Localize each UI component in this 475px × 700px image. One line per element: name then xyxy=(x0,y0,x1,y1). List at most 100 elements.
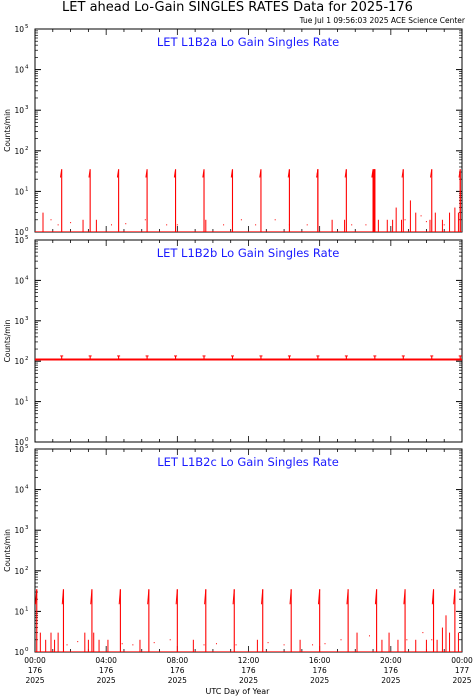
y-tick-label: 10 xyxy=(14,357,24,366)
data-point xyxy=(153,642,155,644)
x-tick-doy: 176 xyxy=(241,666,256,675)
data-series xyxy=(35,589,462,652)
y-tick-exponent: 0 xyxy=(25,227,29,233)
data-spike-decay xyxy=(344,169,347,178)
data-point xyxy=(111,224,113,226)
y-tick-exponent: 3 xyxy=(25,316,29,322)
x-tick-doy: 176 xyxy=(99,666,114,675)
x-tick-time: 20:00 xyxy=(380,656,402,665)
data-spike-decay xyxy=(230,169,233,178)
data-spike-decay xyxy=(453,589,456,605)
data-point xyxy=(144,219,146,221)
y-tick-exponent: 4 xyxy=(25,275,29,281)
y-tick-label: 10 xyxy=(14,106,24,115)
y-tick-label: 10 xyxy=(14,317,24,326)
x-tick-time: 04:00 xyxy=(95,656,117,665)
data-point xyxy=(274,219,276,221)
y-tick-label: 10 xyxy=(14,486,24,495)
x-tick-year: 2025 xyxy=(168,676,187,685)
plot-frame xyxy=(34,28,463,233)
data-spike-decay xyxy=(401,169,404,178)
panel-title: LET L1B2b Lo Gain Singles Rate xyxy=(157,246,340,260)
y-tick-label: 10 xyxy=(14,228,24,237)
y-tick-label: 10 xyxy=(14,438,24,447)
data-spike-decay xyxy=(371,169,374,178)
y-tick-exponent: 5 xyxy=(25,444,29,450)
data-spike-decay xyxy=(289,589,292,605)
y-tick-label: 10 xyxy=(14,276,24,285)
y-tick-exponent: 1 xyxy=(25,397,29,403)
y-axis-label: Counts/min xyxy=(3,319,12,362)
data-point xyxy=(312,644,314,646)
data-point xyxy=(255,224,257,226)
y-tick-exponent: 2 xyxy=(25,356,29,362)
x-tick-time: 08:00 xyxy=(167,656,189,665)
x-tick-doy: 177 xyxy=(455,666,470,675)
y-axis-label: Counts/min xyxy=(3,109,12,152)
y-tick-exponent: 1 xyxy=(25,186,29,192)
y-tick-label: 10 xyxy=(14,567,24,576)
x-tick-year: 2025 xyxy=(25,676,44,685)
data-spike-decay xyxy=(317,589,321,605)
data-point xyxy=(223,224,225,226)
data-spike-decay xyxy=(430,169,433,178)
data-spike-decay xyxy=(116,169,120,178)
y-tick-label: 10 xyxy=(14,607,24,616)
data-point xyxy=(169,639,171,641)
data-point xyxy=(406,639,408,641)
y-tick-exponent: 2 xyxy=(25,146,29,152)
y-tick-label: 10 xyxy=(14,445,24,454)
x-tick-time: 12:00 xyxy=(238,656,260,665)
data-point xyxy=(203,644,205,646)
y-tick-exponent: 4 xyxy=(25,485,29,491)
x-tick-time: 00:00 xyxy=(24,656,46,665)
data-spike-decay xyxy=(204,589,207,605)
x-tick-time: 00:00 xyxy=(451,656,473,665)
data-point xyxy=(283,644,285,646)
data-point xyxy=(404,219,406,221)
x-tick-doy: 176 xyxy=(170,666,185,675)
data-point xyxy=(267,642,269,644)
x-axis-label: UTC Day of Year xyxy=(205,687,270,696)
x-tick-year: 2025 xyxy=(381,676,400,685)
data-spike-decay xyxy=(59,169,63,178)
y-tick-exponent: 4 xyxy=(25,65,29,71)
data-point xyxy=(57,224,59,226)
data-point xyxy=(431,639,433,641)
data-spike-decay xyxy=(259,169,262,178)
data-spike-decay xyxy=(316,169,319,178)
data-series xyxy=(35,169,462,232)
data-spike-decay xyxy=(261,589,264,605)
y-tick-label: 10 xyxy=(14,236,24,245)
y-tick-label: 10 xyxy=(14,147,24,156)
x-tick-doy: 176 xyxy=(313,666,328,675)
data-point xyxy=(365,224,367,226)
y-tick-exponent: 3 xyxy=(25,525,29,531)
data-point xyxy=(77,641,79,643)
y-axis-label: Counts/min xyxy=(3,529,12,572)
data-point xyxy=(420,215,422,217)
data-spike-decay xyxy=(175,589,178,605)
data-point xyxy=(306,224,308,226)
data-spike-decay xyxy=(373,169,376,178)
data-spike-decay xyxy=(287,169,290,178)
y-tick-exponent: 5 xyxy=(25,24,29,30)
data-point xyxy=(324,643,326,645)
data-spike-decay xyxy=(61,589,64,605)
data-spike-decay xyxy=(431,589,435,605)
data-spike-decay xyxy=(90,589,93,605)
data-point xyxy=(50,219,52,221)
data-point xyxy=(368,635,370,637)
data-point xyxy=(425,221,427,223)
y-tick-exponent: 0 xyxy=(25,437,29,443)
x-tick-year: 2025 xyxy=(452,676,471,685)
data-point xyxy=(288,224,290,226)
y-tick-label: 10 xyxy=(14,398,24,407)
data-point xyxy=(166,224,168,226)
